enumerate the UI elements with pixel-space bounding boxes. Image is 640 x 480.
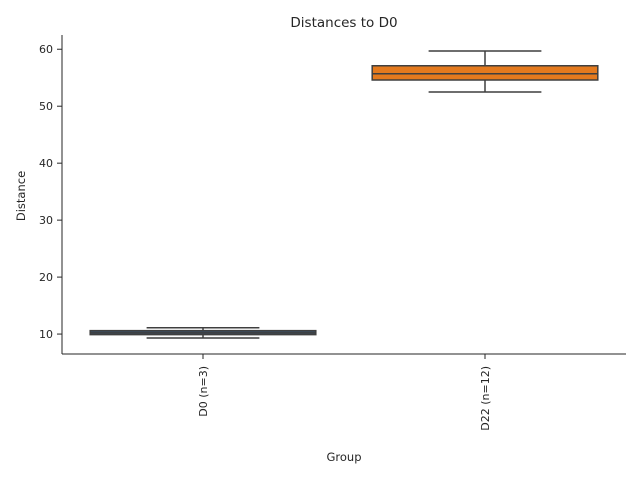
x-tick-label: D0 (n=3) <box>197 366 210 417</box>
box-iqr <box>371 65 599 81</box>
box-group <box>371 50 599 93</box>
y-tick-labels: 10 20 30 40 50 60 <box>39 43 62 341</box>
y-tick-label: 10 <box>39 328 53 341</box>
y-tick-label: 60 <box>39 43 53 56</box>
y-tick-label: 50 <box>39 100 53 113</box>
y-axis-label: Distance <box>14 171 28 221</box>
y-tick-label: 20 <box>39 271 53 284</box>
x-axis-label: Group <box>326 450 361 464</box>
y-tick-label: 40 <box>39 157 53 170</box>
y-tick-label: 30 <box>39 214 53 227</box>
box-series <box>89 50 599 339</box>
x-tick-labels: D0 (n=3) D22 (n=12) <box>197 354 492 431</box>
box-group <box>89 327 317 339</box>
x-tick-label: D22 (n=12) <box>479 366 492 431</box>
chart-title: Distances to D0 <box>290 15 397 31</box>
